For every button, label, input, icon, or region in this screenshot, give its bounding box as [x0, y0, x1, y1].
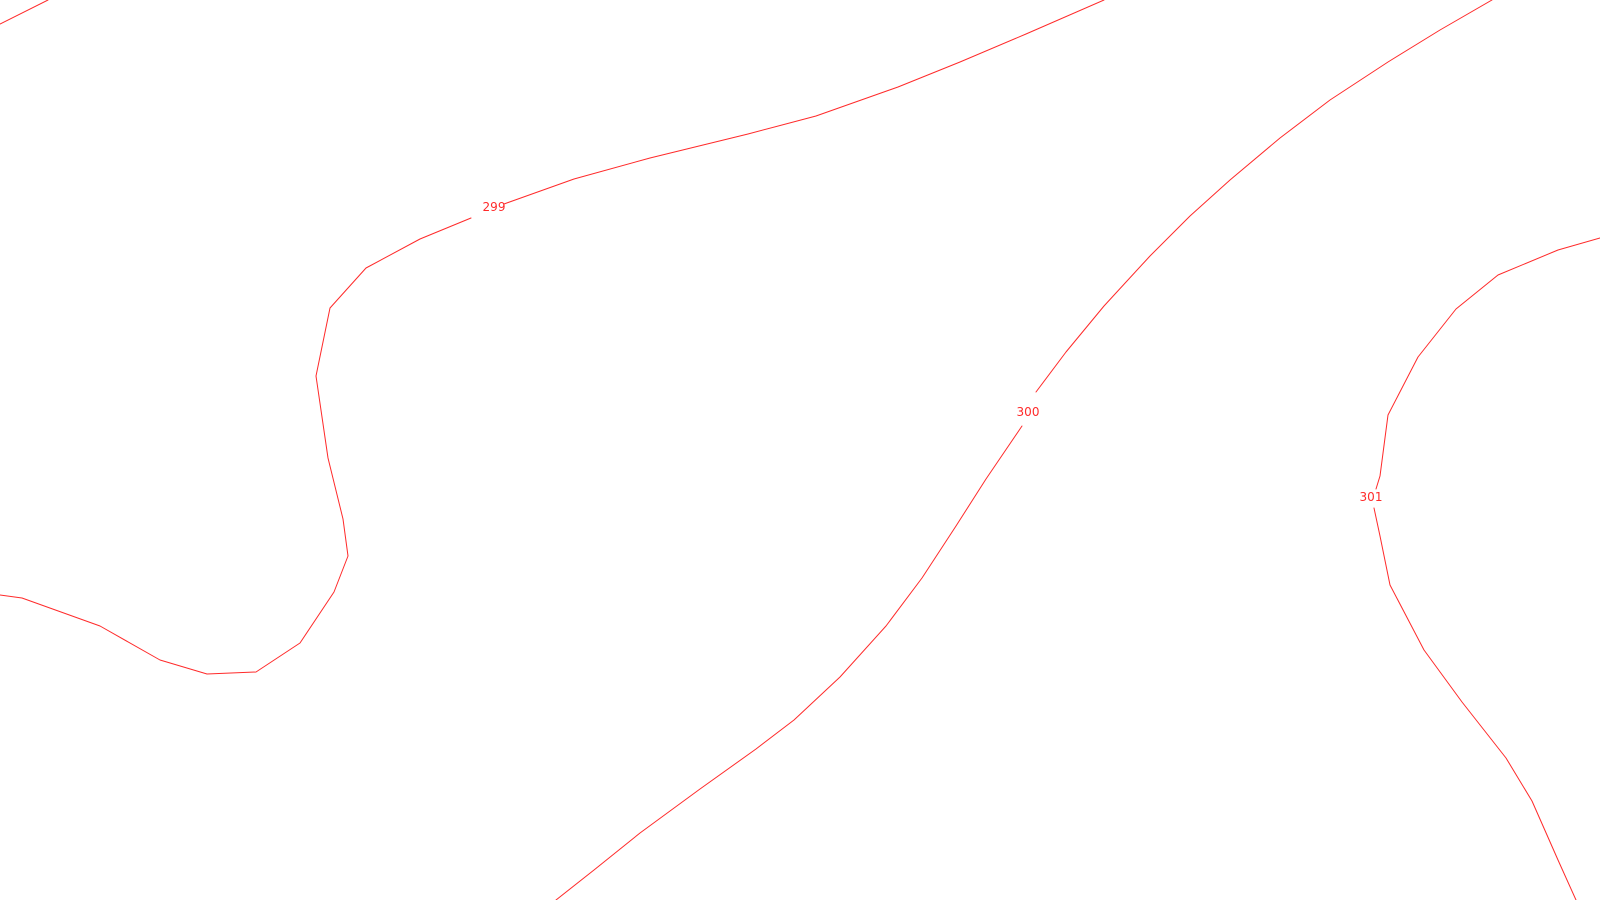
contour-300-line-upper	[1035, 0, 1493, 393]
contour-301-line-lower	[1373, 507, 1577, 900]
contour-301-line-upper	[1375, 237, 1600, 490]
contour-301-label: 301	[1360, 490, 1383, 504]
contour-301: 301	[1360, 237, 1600, 900]
contour-fragment-top-left	[0, 0, 49, 25]
contour-300-label: 300	[1017, 405, 1040, 419]
contour-299-line-left	[0, 217, 472, 675]
contour-300: 300	[555, 0, 1493, 900]
contour-299-label: 299	[483, 200, 506, 214]
contour-300-line-lower	[555, 425, 1023, 900]
contour-299-line-right	[503, 0, 1105, 205]
contour-299: 299	[0, 0, 1105, 675]
